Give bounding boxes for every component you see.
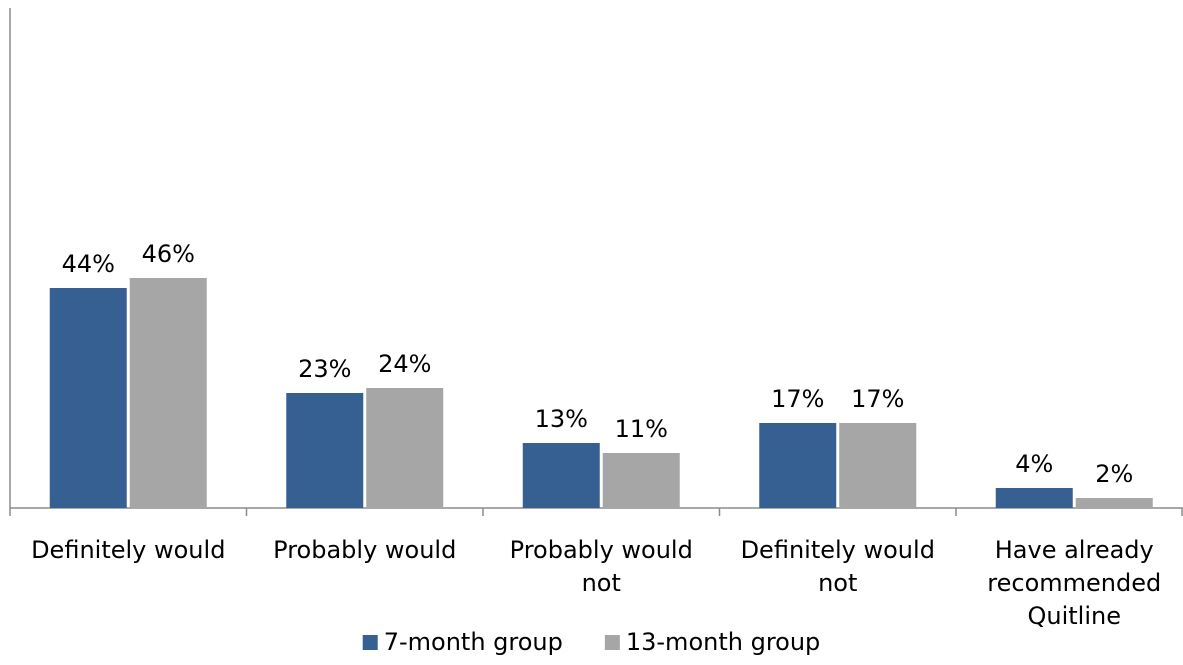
bar-series-1 bbox=[759, 423, 837, 508]
category-label: Have already bbox=[995, 536, 1154, 564]
data-label: 23% bbox=[298, 355, 351, 383]
bar-series-2 bbox=[129, 278, 207, 508]
category-label: Probably would bbox=[273, 536, 456, 564]
bar-series-1 bbox=[995, 488, 1073, 508]
data-label: 11% bbox=[615, 415, 668, 443]
data-label: 46% bbox=[142, 240, 195, 268]
data-label: 44% bbox=[62, 250, 115, 278]
bar-series-2 bbox=[1075, 498, 1153, 508]
legend-label: 13-month group bbox=[626, 628, 820, 656]
data-label: 24% bbox=[378, 350, 431, 378]
data-label: 13% bbox=[535, 405, 588, 433]
category-label: not bbox=[818, 569, 857, 597]
chart-bars bbox=[49, 278, 1153, 508]
data-label: 4% bbox=[1015, 450, 1053, 478]
bar-series-1 bbox=[286, 393, 364, 508]
chart-category-labels: Definitely would Probably would Probably w… bbox=[31, 536, 1161, 630]
category-label: Definitely would bbox=[31, 536, 225, 564]
chart-data-labels: 44% 46% 23% 24% 13% 11% 17% 17% 4% 2% bbox=[62, 240, 1134, 488]
data-label: 17% bbox=[851, 385, 904, 413]
bar-series-2 bbox=[602, 453, 680, 508]
category-label: Definitely would bbox=[741, 536, 935, 564]
legend-label: 7-month group bbox=[384, 628, 563, 656]
chart-legend: 7-month group 13-month group bbox=[362, 628, 820, 656]
data-label: 2% bbox=[1095, 460, 1133, 488]
bar-series-1 bbox=[522, 443, 600, 508]
bar-series-2 bbox=[839, 423, 917, 508]
category-label: Quitline bbox=[1028, 602, 1122, 630]
category-label: recommended bbox=[987, 569, 1161, 597]
bar-series-2 bbox=[366, 388, 444, 508]
category-label: not bbox=[582, 569, 621, 597]
legend-swatch bbox=[362, 635, 378, 650]
legend-swatch bbox=[604, 635, 620, 650]
category-label: Probably would bbox=[510, 536, 693, 564]
bar-series-1 bbox=[49, 288, 127, 508]
data-label: 17% bbox=[771, 385, 824, 413]
